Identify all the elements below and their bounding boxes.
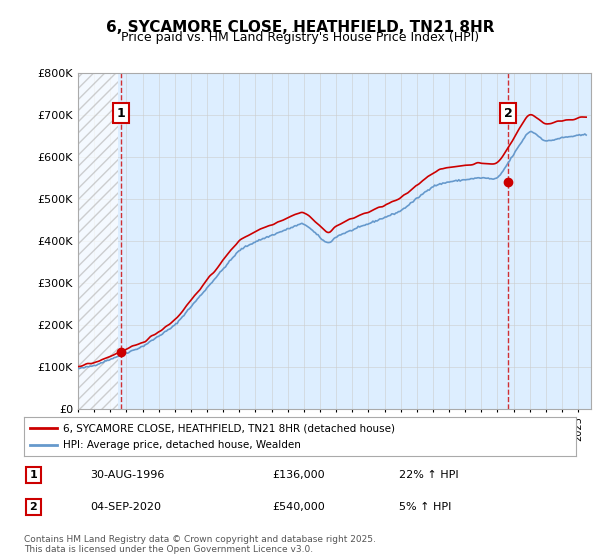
Text: 04-SEP-2020: 04-SEP-2020 [90,502,161,512]
Text: 30-AUG-1996: 30-AUG-1996 [90,470,164,480]
Text: £540,000: £540,000 [272,502,325,512]
Text: 6, SYCAMORE CLOSE, HEATHFIELD, TN21 8HR: 6, SYCAMORE CLOSE, HEATHFIELD, TN21 8HR [106,20,494,35]
Text: 1: 1 [116,106,125,120]
Text: £136,000: £136,000 [272,470,325,480]
Text: 1: 1 [29,470,37,480]
Bar [78,73,118,409]
Text: 2: 2 [29,502,37,512]
Text: 6, SYCAMORE CLOSE, HEATHFIELD, TN21 8HR (detached house): 6, SYCAMORE CLOSE, HEATHFIELD, TN21 8HR … [62,423,395,433]
Text: Contains HM Land Registry data © Crown copyright and database right 2025.
This d: Contains HM Land Registry data © Crown c… [24,535,376,554]
Text: 2: 2 [504,106,512,120]
Text: HPI: Average price, detached house, Wealden: HPI: Average price, detached house, Weal… [62,440,301,450]
Text: 22% ↑ HPI: 22% ↑ HPI [400,470,459,480]
Text: Price paid vs. HM Land Registry's House Price Index (HPI): Price paid vs. HM Land Registry's House … [121,31,479,44]
Bar [78,73,118,409]
Text: 5% ↑ HPI: 5% ↑ HPI [400,502,452,512]
